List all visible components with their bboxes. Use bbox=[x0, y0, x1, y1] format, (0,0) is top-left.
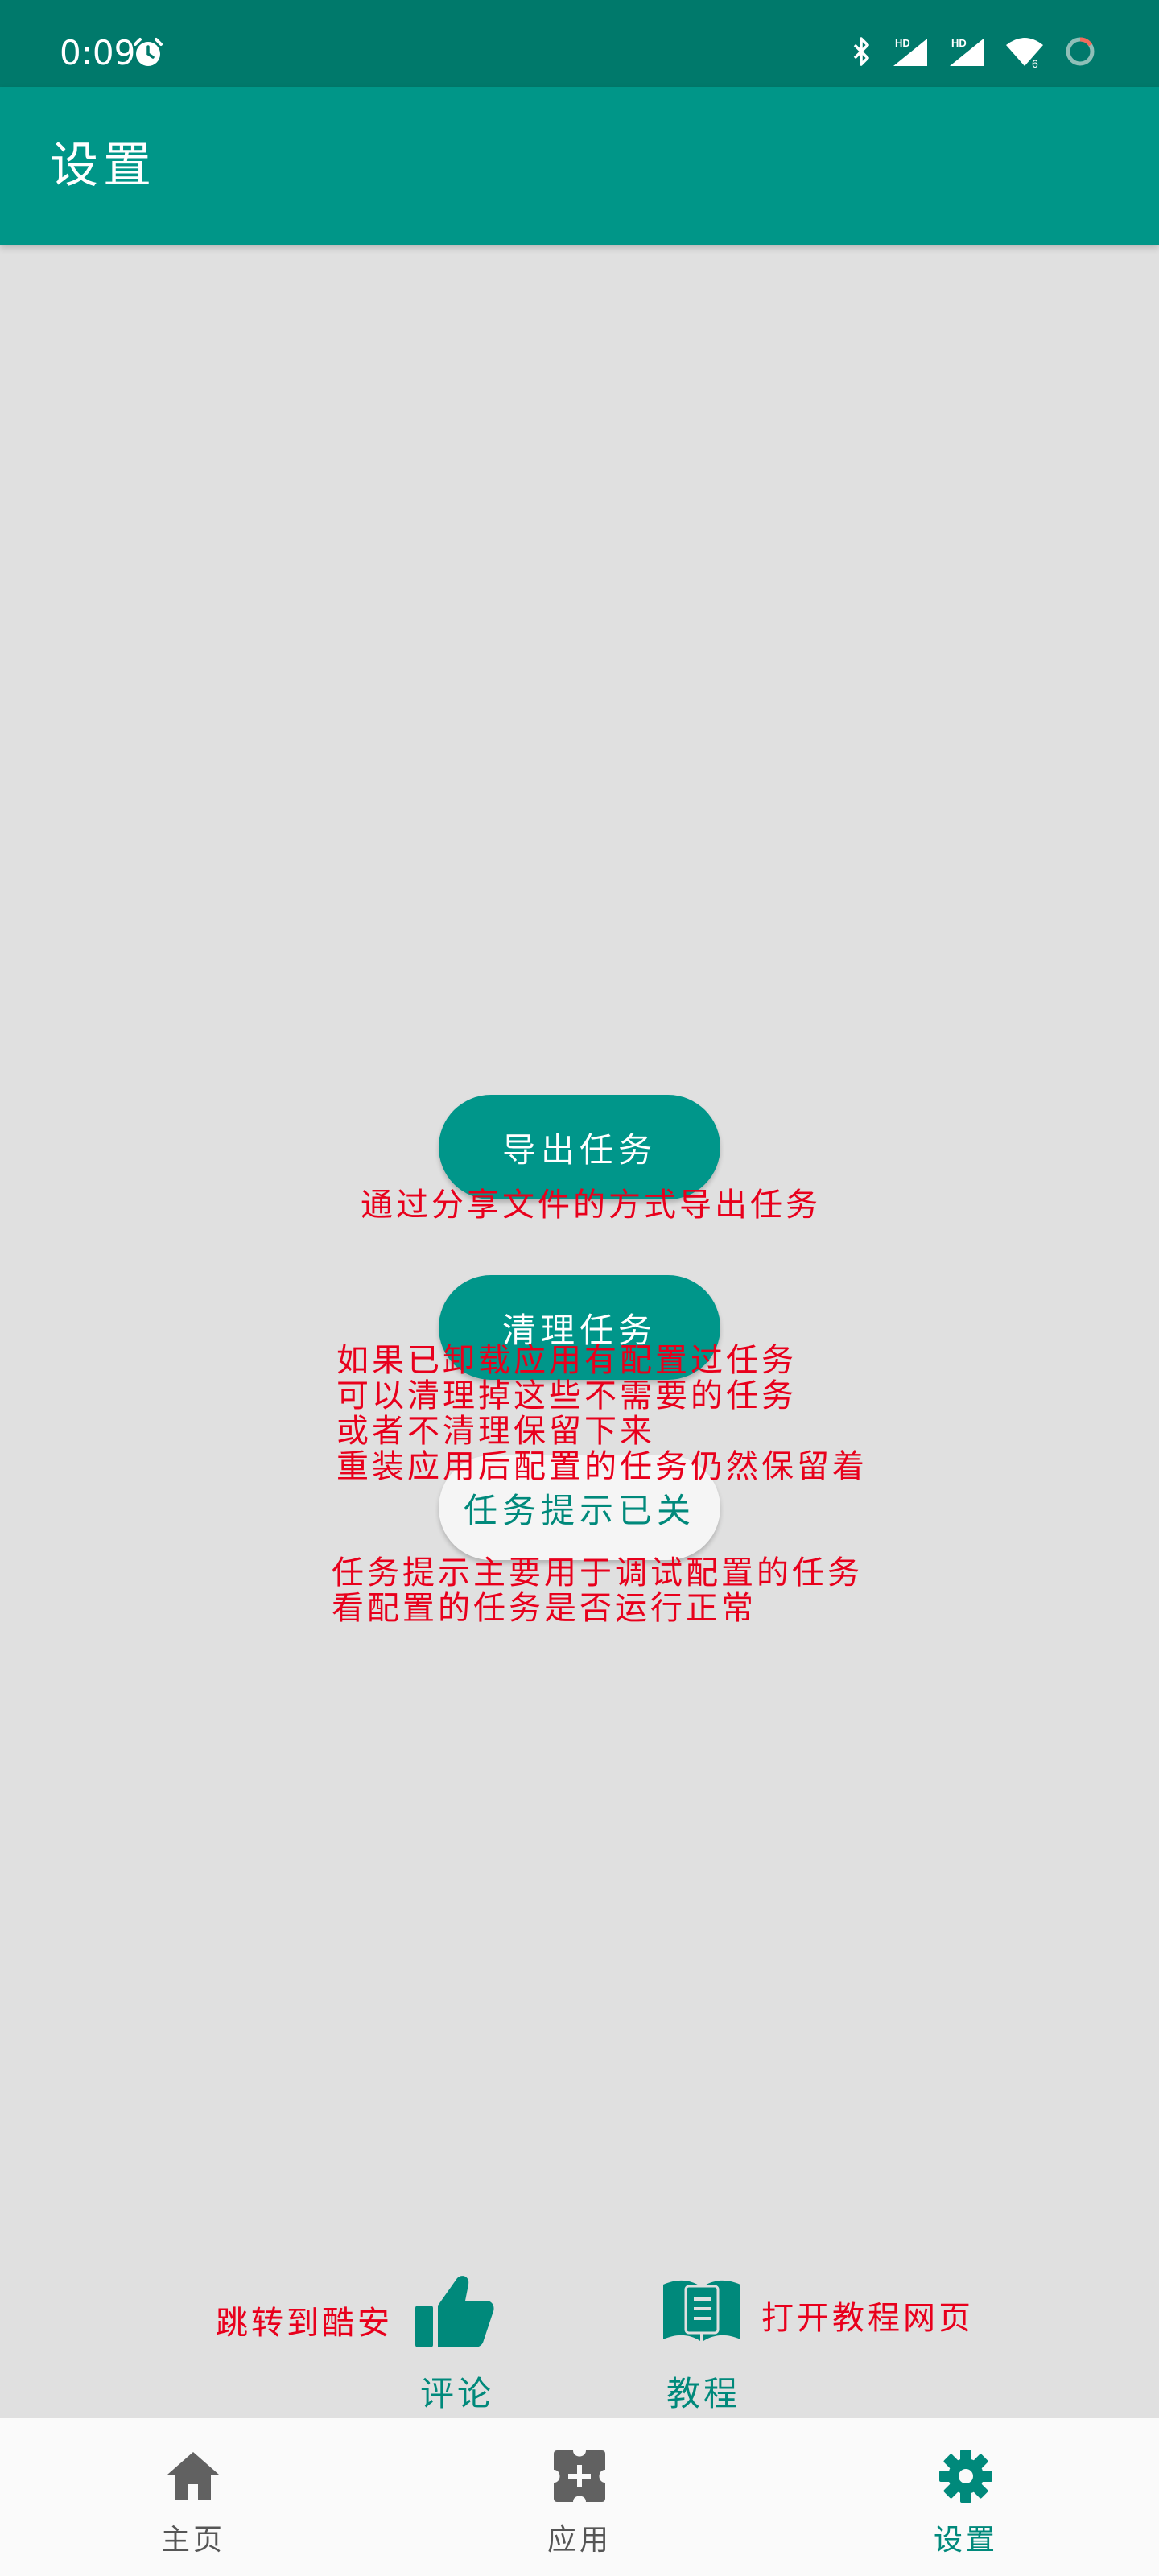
svg-text:HD: HD bbox=[951, 37, 967, 49]
tutorial-button[interactable]: 教程 bbox=[666, 2374, 741, 2413]
nav-item-settings[interactable]: 设置 bbox=[773, 2418, 1159, 2576]
nav-item-apps[interactable]: 应用 bbox=[386, 2418, 773, 2576]
clear-tasks-button[interactable]: 清理任务 bbox=[439, 1275, 720, 1380]
bottom-nav: 主页 应用 设置 bbox=[0, 2418, 1159, 2576]
clear-tasks-note: 如果已卸载应用有配置过任务 可以清理掉这些不需要的任务 或者不清理保留下来 重装… bbox=[336, 1342, 868, 1485]
alarm-icon bbox=[134, 38, 163, 66]
nav-label-settings: 设置 bbox=[933, 2524, 998, 2557]
review-note: 跳转到酷安 bbox=[216, 2305, 393, 2342]
hd-signal-icon: HD bbox=[950, 37, 984, 66]
tutorial-note: 打开教程网页 bbox=[761, 2300, 974, 2337]
gear-icon bbox=[939, 2450, 992, 2503]
review-button[interactable]: 评论 bbox=[420, 2374, 495, 2413]
svg-text:HD: HD bbox=[895, 37, 910, 49]
status-time: 0:09 bbox=[60, 33, 136, 72]
app-bar: 设置 bbox=[0, 87, 1159, 245]
status-bar: 0:09 HD HD 6 bbox=[0, 0, 1159, 87]
wifi-icon: 6 bbox=[1006, 38, 1043, 68]
nav-label-home: 主页 bbox=[160, 2524, 225, 2557]
wifi-badge: 6 bbox=[1032, 57, 1038, 68]
puzzle-icon bbox=[554, 2450, 605, 2502]
nav-item-home[interactable]: 主页 bbox=[0, 2418, 386, 2576]
page-title: 设置 bbox=[50, 138, 156, 194]
book-icon[interactable] bbox=[662, 2278, 742, 2343]
bluetooth-icon bbox=[853, 37, 869, 66]
nav-label-apps: 应用 bbox=[547, 2524, 612, 2557]
export-tasks-note: 通过分享文件的方式导出任务 bbox=[361, 1187, 821, 1224]
hd-signal-icon: HD bbox=[893, 37, 927, 66]
export-tasks-button[interactable]: 导出任务 bbox=[439, 1095, 720, 1199]
thumbs-up-icon[interactable] bbox=[412, 2273, 496, 2351]
home-icon bbox=[167, 2452, 219, 2500]
task-hint-toggle-button[interactable]: 任务提示已关 bbox=[439, 1455, 720, 1560]
task-hint-note: 任务提示主要用于调试配置的任务 看配置的任务是否运行正常 bbox=[332, 1554, 863, 1627]
battery-ring-icon bbox=[1066, 37, 1095, 66]
